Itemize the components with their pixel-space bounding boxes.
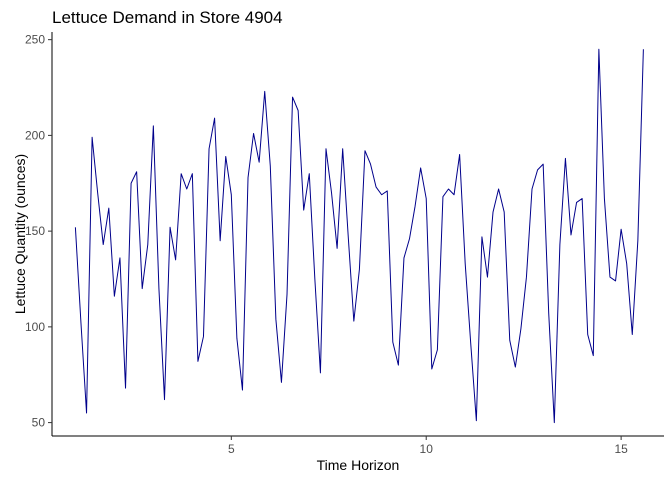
x-tick-label: 10 bbox=[420, 442, 434, 456]
y-tick-label: 200 bbox=[25, 128, 45, 142]
y-tick-label: 250 bbox=[25, 33, 45, 47]
y-tick-label: 100 bbox=[25, 320, 45, 334]
x-tick-label: 5 bbox=[228, 442, 235, 456]
x-tick-label: 15 bbox=[614, 442, 628, 456]
x-axis-ticks: 5 10 15 bbox=[228, 436, 628, 456]
y-axis-title: Lettuce Quantity (ounces) bbox=[12, 154, 28, 314]
chart-title: Lettuce Demand in Store 4904 bbox=[52, 8, 283, 27]
x-axis-title: Time Horizon bbox=[317, 457, 400, 473]
y-tick-label: 50 bbox=[32, 416, 46, 430]
y-tick-label: 150 bbox=[25, 224, 45, 238]
y-axis-ticks: 50 100 150 200 250 bbox=[25, 33, 52, 430]
plot-area bbox=[74, 48, 644, 424]
series-line bbox=[74, 48, 644, 424]
